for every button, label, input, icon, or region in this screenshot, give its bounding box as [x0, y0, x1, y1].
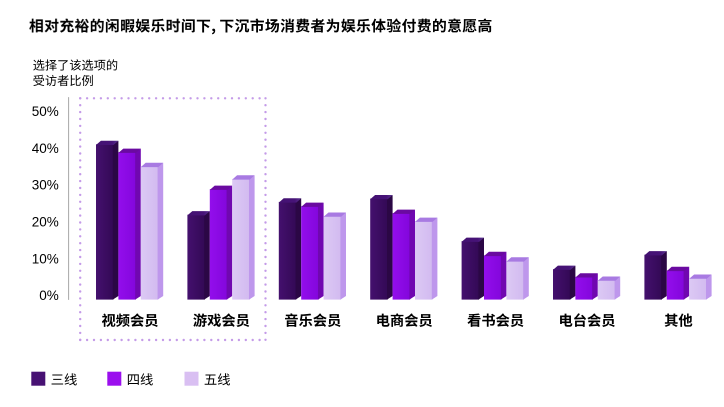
svg-text:20%: 20% — [32, 215, 59, 230]
svg-text:0%: 0% — [39, 288, 59, 303]
svg-text:50%: 50% — [32, 104, 59, 119]
svg-text:40%: 40% — [32, 141, 59, 156]
svg-text:30%: 30% — [32, 178, 59, 193]
svg-text:10%: 10% — [32, 251, 59, 266]
